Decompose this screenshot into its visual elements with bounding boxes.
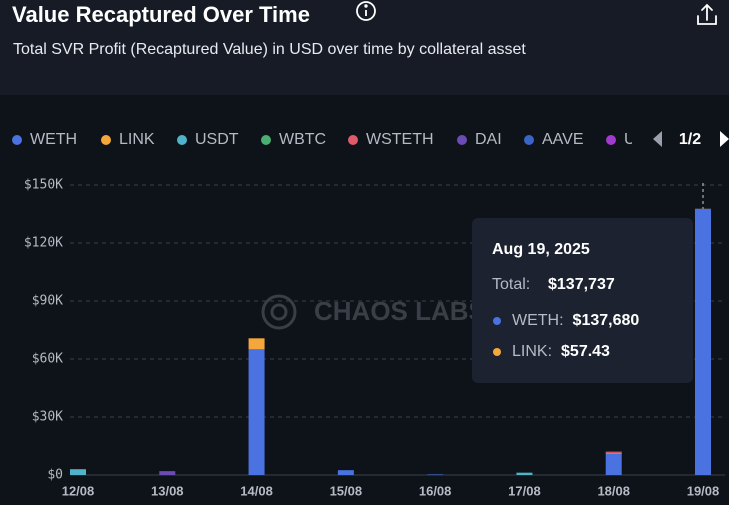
- legend-marker: [524, 135, 534, 145]
- x-tick-label: 15/08: [330, 483, 363, 498]
- x-tick-label: 16/08: [419, 483, 452, 498]
- pager-prev[interactable]: [653, 131, 662, 147]
- title: Value Recaptured Over Time: [12, 2, 310, 27]
- legend-marker: [12, 135, 22, 145]
- tooltip-item-label: LINK:: [512, 343, 552, 360]
- x-tick-label: 19/08: [687, 483, 720, 498]
- legend-label: WSTETH: [366, 131, 434, 148]
- bar: [695, 208, 711, 475]
- y-tick-label: $60K: [32, 352, 63, 367]
- x-tick-label: 12/08: [62, 483, 95, 498]
- legend-label: WBTC: [279, 131, 326, 148]
- bar: [248, 338, 265, 350]
- legend-marker: [261, 135, 271, 145]
- tooltip-item-value: $137,680: [573, 312, 640, 329]
- bar: [605, 453, 622, 475]
- tooltip-marker: [493, 317, 501, 325]
- legend-label: DAI: [475, 131, 502, 148]
- info-icon[interactable]: [356, 1, 376, 21]
- share-icon[interactable]: [697, 3, 717, 25]
- bar: [427, 474, 444, 475]
- legend-marker: [177, 135, 187, 145]
- bar: [159, 471, 176, 475]
- pager-label: 1/2: [679, 131, 701, 148]
- bar: [605, 452, 622, 454]
- bar: [605, 451, 622, 453]
- legend-marker: [101, 135, 111, 145]
- bar: [337, 470, 354, 475]
- y-tick-label: $150K: [24, 178, 63, 193]
- x-tick-label: 17/08: [508, 483, 541, 498]
- tooltip-box: [472, 218, 693, 383]
- legend-marker: [457, 135, 467, 145]
- tooltip-date: Aug 19, 2025: [492, 241, 590, 258]
- header-bg: [0, 0, 729, 95]
- bar: [248, 349, 265, 475]
- legend-label: USDT: [195, 131, 239, 148]
- legend: WETH LINK USDT WBTC WSTETH DAI AAVE U: [12, 131, 636, 148]
- y-tick-label: $120K: [24, 236, 63, 251]
- pager-next[interactable]: [720, 131, 729, 147]
- tooltip-total: $137,737: [548, 276, 615, 293]
- tooltip-item-value: $57.43: [561, 343, 610, 360]
- bar: [70, 469, 86, 475]
- legend-label: U: [624, 131, 636, 148]
- bar: [516, 472, 533, 475]
- legend-label: LINK: [119, 131, 155, 148]
- tooltip-marker: [493, 348, 501, 356]
- legend-marker: [348, 135, 358, 145]
- legend-label: WETH: [30, 131, 77, 148]
- x-tick-label: 14/08: [240, 483, 273, 498]
- x-tick-label: 18/08: [597, 483, 630, 498]
- tooltip-total-label: Total:: [492, 276, 530, 293]
- watermark-text: CHAOS LABS: [314, 296, 486, 326]
- y-tick-label: $90K: [32, 294, 63, 309]
- tooltip-item-label: WETH:: [512, 312, 564, 329]
- x-tick-label: 13/08: [151, 483, 184, 498]
- legend-marker: [606, 135, 616, 145]
- y-tick-label: $30K: [32, 410, 63, 425]
- legend-label: AAVE: [542, 131, 584, 148]
- y-tick-label: $0: [47, 468, 63, 483]
- subtitle: Total SVR Profit (Recaptured Value) in U…: [13, 41, 526, 58]
